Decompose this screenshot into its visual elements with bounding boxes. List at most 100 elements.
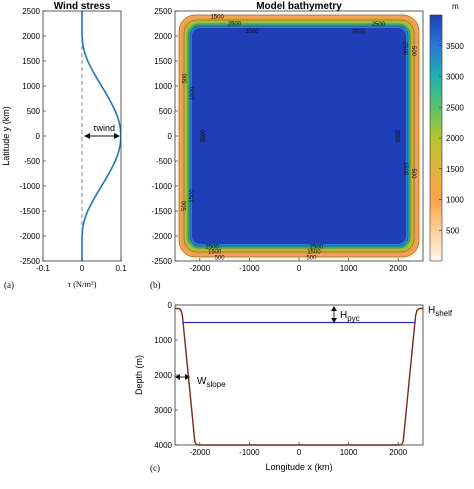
model-bathymetry-panel: Model bathymetry 15002500350050015005001… xyxy=(150,1,464,290)
wind-stress-curve xyxy=(81,11,121,261)
colorbar-tick-label: 2000 xyxy=(446,134,464,143)
y-tick-label: -500 xyxy=(156,157,173,166)
y-tick-label: -1500 xyxy=(20,207,41,216)
w-slope-main: W xyxy=(197,376,207,387)
x-tick-label: 0.1 xyxy=(115,264,127,273)
tau-wind-label-text: τwind xyxy=(93,123,115,133)
y-tick-label: 4000 xyxy=(154,441,172,450)
y-tick-label: 3000 xyxy=(154,406,172,415)
colorbar-tick-label: 2500 xyxy=(446,103,464,112)
y-tick-label: -500 xyxy=(24,157,41,166)
y-tick-label: -2000 xyxy=(20,232,41,241)
contour-label: 1500 xyxy=(210,15,224,21)
contour-label: 3500 xyxy=(245,29,259,35)
x-tick-label: 0 xyxy=(297,264,302,273)
contour-label: 500 xyxy=(410,46,416,57)
depth-y-label: Depth (m) xyxy=(134,355,144,395)
wind-stress-x-label: τ (N/m²) xyxy=(68,279,97,289)
latitude-y-label: Latitude y (km) xyxy=(1,106,11,166)
contour-label: 1500 xyxy=(402,162,408,176)
h-pyc-sub: pyc xyxy=(347,314,359,323)
contour-label: 500 xyxy=(182,73,188,84)
y-tick-label: 1000 xyxy=(22,82,40,91)
x-tick-label: -1000 xyxy=(239,264,260,273)
w-slope-sub: slope xyxy=(206,380,226,389)
y-tick-label: 2500 xyxy=(22,7,40,16)
contour-label: 2500 xyxy=(310,245,324,251)
y-tick-label: 1000 xyxy=(154,82,172,91)
contour-500 xyxy=(178,14,420,258)
x-tick-label: -2000 xyxy=(190,448,211,457)
x-tick-label: 0 xyxy=(297,448,302,457)
contour-label: 1500 xyxy=(190,86,196,100)
y-tick-label: -1000 xyxy=(20,182,41,191)
y-tick-label: 1000 xyxy=(154,336,172,345)
depth-profile-panel: -2000 -1000 0 1000 2000 0 1000 2000 3000 4000 Lo… xyxy=(134,301,453,473)
longitude-x-label: Longitude x (km) xyxy=(265,462,332,472)
depth-axes-box xyxy=(174,304,424,446)
y-tick-label: 2000 xyxy=(154,371,172,380)
panel-b-label: (b) xyxy=(150,280,161,290)
x-tick-label: 2000 xyxy=(389,448,407,457)
h-shelf-label: Hshelf xyxy=(428,305,453,318)
x-tick-label: -0.1 xyxy=(36,264,50,273)
panel-a-label: (a) xyxy=(4,280,14,290)
y-tick-label: -1500 xyxy=(152,207,173,216)
wind-stress-panel: Wind stress -0.1 0 0.1 -2500 -2000 -1500 -100… xyxy=(1,1,127,290)
x-tick-label: -2000 xyxy=(190,264,211,273)
contour-label: 3500 xyxy=(352,30,366,36)
x-tick-label: 1000 xyxy=(340,448,358,457)
contour-label: 2500 xyxy=(372,22,386,28)
h-shelf-sub: shelf xyxy=(435,309,453,318)
contour-label: 1500 xyxy=(189,189,195,203)
x-tick-label: -1000 xyxy=(239,448,260,457)
y-tick-label: 1500 xyxy=(22,57,40,66)
y-tick-label: 0 xyxy=(36,132,41,141)
y-tick-label: -2000 xyxy=(152,232,173,241)
x-tick-label: 2000 xyxy=(389,264,407,273)
colorbar-tick-label: 3500 xyxy=(446,42,464,51)
x-tick-label: 0 xyxy=(80,264,85,273)
w-slope-label: Wslope xyxy=(197,376,226,389)
wind-stress-title: Wind stress xyxy=(54,1,111,12)
colorbar-unit-label: m xyxy=(452,2,459,11)
contour-2500 xyxy=(187,23,411,249)
contour-3500 xyxy=(189,25,409,247)
x-tick-label: 1000 xyxy=(340,264,358,273)
y-tick-label: -2500 xyxy=(20,257,41,266)
contour-label: 500 xyxy=(182,200,188,211)
tau-wind-arrow xyxy=(84,133,120,139)
contour-label: 500 xyxy=(215,256,226,262)
contour-label: 1500 xyxy=(208,250,222,256)
y-tick-label: 500 xyxy=(159,107,173,116)
contour-label: 3500 xyxy=(201,129,207,143)
y-tick-label: 2000 xyxy=(154,32,172,41)
y-tick-label: 500 xyxy=(27,107,41,116)
w-slope-arrow xyxy=(175,374,190,380)
contour-label: 3500 xyxy=(394,129,400,143)
tau-wind-label: τwind xyxy=(93,123,115,133)
contour-label: 2500 xyxy=(206,245,220,251)
h-pyc-arrow xyxy=(331,306,337,323)
colorbar-tick-label: 500 xyxy=(446,226,460,235)
h-pyc-label: Hpyc xyxy=(340,310,360,323)
y-tick-label: -2500 xyxy=(152,257,173,266)
y-tick-label: 2000 xyxy=(22,32,40,41)
y-tick-label: -1000 xyxy=(152,182,173,191)
contour-label: 500 xyxy=(306,256,317,262)
colorbar-tick-label: 1500 xyxy=(446,165,464,174)
contour-label: 500 xyxy=(410,168,416,179)
contour-label: 1500 xyxy=(307,250,321,256)
h-pyc-main: H xyxy=(340,310,347,321)
y-tick-label: 2500 xyxy=(154,7,172,16)
bathymetry-profile-line xyxy=(175,307,423,446)
h-shelf-main: H xyxy=(428,305,435,316)
contour-label: 2500 xyxy=(228,22,242,28)
y-tick-label: 1500 xyxy=(154,57,172,66)
bathymetry-deep-basin xyxy=(192,28,406,244)
contour-1500 xyxy=(183,19,415,253)
colorbar-tick-label: 1000 xyxy=(446,196,464,205)
panel-c-label: (c) xyxy=(150,463,160,473)
y-tick-label: 0 xyxy=(168,132,173,141)
